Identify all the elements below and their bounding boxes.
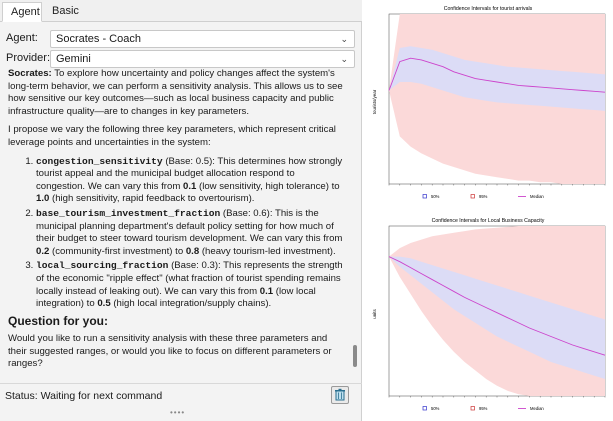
provider-select[interactable]: Gemini ⌄ — [50, 50, 355, 68]
legend-label: 95% — [479, 406, 488, 411]
legend-swatch — [470, 406, 475, 411]
band-50 — [389, 46, 605, 111]
propose-paragraph: I propose we vary the following three ke… — [8, 124, 336, 148]
param-mid: (community-first investment) to — [49, 245, 186, 257]
resize-grip-icon[interactable]: •••• — [170, 408, 186, 417]
chart-title: Confidence Intervals for Local Business … — [432, 218, 545, 224]
legend: 50% 95% Median — [422, 194, 544, 199]
param-base: (Base: 0.6): This is the municipal plann… — [36, 207, 343, 245]
provider-row: Provider: Gemini ⌄ — [6, 50, 355, 68]
scrollbar-thumb[interactable] — [353, 345, 357, 367]
chart-title: Confidence Intervals for tourist arrival… — [444, 6, 533, 12]
agent-panel: Agent Basic Agent: Socrates - Coach ⌄ Pr… — [0, 0, 362, 421]
param-low: 0.1 — [259, 285, 274, 297]
chat-scrollbar[interactable] — [352, 68, 360, 374]
list-item: base_tourism_investment_fraction (Base: … — [36, 208, 344, 258]
list-item: local_sourcing_fraction (Base: 0.3): Thi… — [36, 260, 344, 310]
param-high: 0.8 — [185, 245, 200, 257]
param-low: 0.2 — [36, 245, 50, 257]
intro-text: To explore how uncertainty and policy ch… — [8, 68, 343, 117]
legend-swatch — [422, 194, 427, 199]
chat-transcript[interactable]: Socrates: To explore how uncertainty and… — [0, 68, 352, 374]
param-tail: (heavy tourism-led investment). — [199, 245, 336, 257]
param-mid: (low local integration) to — [36, 285, 316, 310]
chart-tourist-arrivals: Confidence Intervals for tourist arrival… — [372, 6, 606, 199]
status-text: Status: Waiting for next command — [5, 390, 163, 402]
agent-select[interactable]: Socrates - Coach ⌄ — [50, 30, 355, 48]
chart-local-business-capacity: Confidence Intervals for Local Business … — [372, 218, 606, 411]
param-high: 1.0 — [36, 193, 50, 205]
param-name: local_sourcing_fraction — [36, 260, 169, 272]
provider-select-value: Gemini — [56, 53, 91, 65]
param-low: 0.1 — [183, 180, 197, 192]
legend-label: 50% — [431, 406, 440, 411]
param-base: (Base: 0.3): This represents the strengt… — [36, 260, 343, 297]
median-line — [388, 57, 606, 93]
trash-icon — [335, 388, 345, 401]
param-name: base_tourism_investment_fraction — [36, 207, 221, 219]
legend-label: Median — [530, 406, 544, 411]
median-line — [388, 256, 606, 356]
legend-label: 50% — [431, 194, 440, 199]
chevron-down-icon: ⌄ — [340, 34, 348, 44]
parameter-list: congestion_sensitivity (Base: 0.5): This… — [8, 156, 344, 311]
legend-label: Median — [530, 194, 544, 199]
tab-bar: Agent Basic — [0, 0, 362, 22]
param-tail: (high local integration/supply chains). — [110, 298, 272, 310]
agent-label: Agent: — [6, 32, 38, 44]
legend: 50% 95% Median — [422, 406, 544, 411]
param-name: congestion_sensitivity — [36, 155, 163, 167]
tab-agent[interactable]: Agent — [2, 2, 42, 22]
charts-panel: Confidence Intervals for tourist arrival… — [363, 0, 613, 421]
question-heading: Question for you: — [8, 313, 108, 328]
chevron-down-icon: ⌄ — [340, 54, 348, 64]
param-mid: (low sensitivity, high tolerance) to — [196, 180, 340, 192]
speaker-name: Socrates: — [8, 68, 52, 79]
legend-swatch — [470, 194, 475, 199]
list-item: congestion_sensitivity (Base: 0.5): This… — [36, 156, 344, 206]
tab-basic[interactable]: Basic — [52, 5, 79, 17]
status-bar: Status: Waiting for next command — [0, 383, 362, 405]
clear-chat-button[interactable] — [331, 386, 349, 404]
legend-swatch — [422, 406, 427, 411]
agent-row: Agent: Socrates - Coach ⌄ — [6, 30, 355, 48]
y-axis-label: tourists/year — [372, 89, 377, 114]
legend-label: 95% — [479, 194, 488, 199]
plot-area — [388, 225, 606, 398]
question-paragraph: Would you like to run a sensitivity anal… — [8, 333, 332, 370]
param-high: 0.5 — [97, 298, 111, 310]
param-tail: (high sensitivity, rapid feedback to ove… — [49, 193, 255, 205]
plot-area — [388, 13, 606, 186]
band-50 — [389, 256, 605, 379]
param-base: (Base: 0.5): This determines how strongl… — [36, 155, 343, 192]
y-axis-label: units — [372, 309, 377, 319]
provider-label: Provider: — [6, 52, 51, 64]
intro-paragraph: Socrates: To explore how uncertainty and… — [8, 68, 344, 118]
agent-select-value: Socrates - Coach — [56, 33, 141, 45]
